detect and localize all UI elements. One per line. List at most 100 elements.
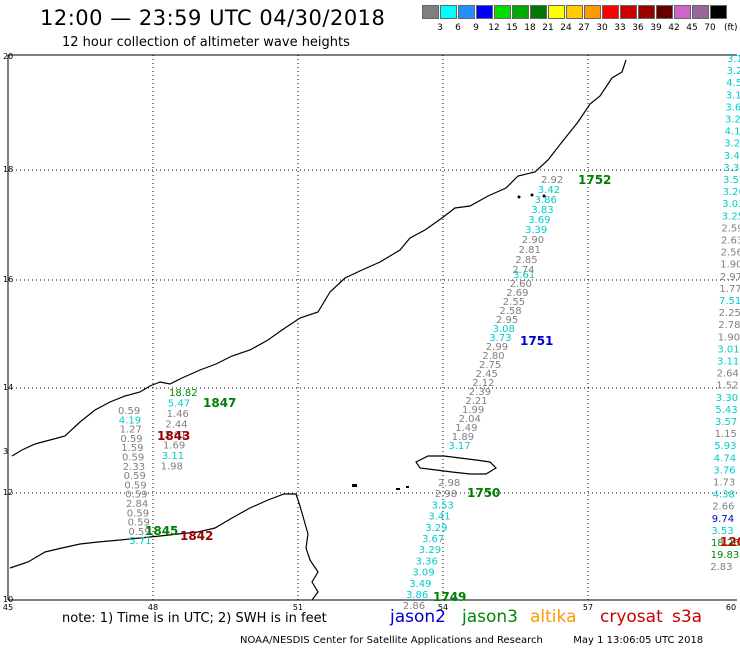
legend-swatch [584,5,601,19]
swh-value: 2.99 [486,342,508,353]
lat-label: 14 [3,383,13,392]
swh-value: 3.30 [716,393,738,404]
legend-label: 6 [455,23,461,33]
legend-label: 42 [668,23,680,33]
swh-value: 2.33 [123,462,145,473]
altimeter-tracks: 2.923.423.863.833.693.392.902.812.852.74… [118,54,740,612]
map-subtitle: 12 hour collection of altimeter wave hei… [62,35,350,50]
swh-value: 3.67 [422,534,444,545]
swh-value: 3.2 [724,139,740,150]
swh-value: 3.73 [489,333,511,344]
map-title: 12:00 — 23:59 UTC 04/30/2018 [40,6,386,30]
swh-value: 2.58 [499,306,521,317]
swh-value: 1.27 [120,425,142,436]
swh-value: 2.66 [712,502,734,513]
lat-label: 3 [3,447,8,456]
swh-value: 1.73 [713,478,735,489]
swh-value: 4.74 [714,453,736,464]
legend-swatch [530,5,547,19]
legend-label: 3 [437,23,443,33]
swh-value: 2.97 [720,272,740,283]
swh-value: 2.04 [459,414,481,425]
legend-swatch [422,5,439,19]
lat-label: 16 [3,275,13,284]
islet [352,484,357,487]
swh-value: 3.83 [531,205,553,216]
legend-label: 21 [542,23,554,33]
swh-value: 5.47 [168,399,190,410]
legend-swatch [602,5,619,19]
lon-label: 57 [583,603,593,612]
legend-unit: (ft) [724,23,738,33]
swh-value: 1.49 [455,423,477,434]
swh-value: 2.56 [721,248,740,259]
legend-label: 15 [506,23,518,33]
swh-value: 3.76 [713,465,735,476]
swh-value: 4.38 [713,490,735,501]
swh-value: 1.69 [163,441,185,452]
swh-value: 4.19 [119,415,141,426]
swh-value: 5.43 [715,405,737,416]
swh-value: 2.78 [718,320,740,331]
swh-value: 3.53 [432,500,454,511]
legend-label: 36 [632,23,644,33]
swh-value: 3.42 [538,185,560,196]
swh-value: 0.59 [118,406,140,417]
legend-label: 45 [686,23,698,33]
swh-value: 2.60 [510,279,532,290]
swh-value: 3.57 [723,175,740,186]
swh-value: 3.26 [723,187,740,198]
lon-axis-labels: 45 48 51 54 57 60 [3,603,736,612]
swh-value: 2.92 [541,175,563,186]
credit-line: NOAA/NESDIS Center for Satellite Applica… [240,635,703,646]
swh-value: 0.59 [128,518,150,529]
swh-value: 2.80 [482,351,504,362]
swh-value: 2.45 [476,369,498,380]
legend-swatch [494,5,511,19]
swh-value: 2.69 [506,288,528,299]
swh-value: 1.89 [452,432,474,443]
legend-label: 39 [650,23,662,33]
swh-value: 0.59 [124,471,146,482]
legend-label: 30 [596,23,608,33]
satellite-jason2: jason2 [390,607,446,627]
swh-value: 3.41 [428,512,450,523]
swh-value: 2.98 [438,478,460,489]
legend-label: 27 [578,23,590,33]
lon-label: 54 [438,603,448,612]
pass-time-label: 120 [720,535,740,549]
lon-label: 51 [293,603,303,612]
legend-swatch [566,5,583,19]
lat-axis-labels: 20 18 16 14 3 12 10 [3,52,13,604]
swh-value: 3.86 [406,590,428,601]
swh-value: 3.2 [727,66,740,77]
swh-value: 1.77 [719,284,740,295]
grid-lines [8,55,737,600]
swh-value: 2.90 [522,235,544,246]
swh-value: 0.59 [128,527,150,538]
swh-value: 2.21 [465,396,487,407]
swh-value: 3.2 [725,115,740,126]
swh-value: 2.85 [515,255,537,266]
swh-value: 2.39 [469,387,491,398]
island-socotra [415,455,497,475]
coastline-somalia [9,493,319,601]
swh-value: 0.59 [124,480,146,491]
legend-swatch [440,5,457,19]
swh-value: 2.83 [710,562,732,573]
footer-note: note: 1) Time is in UTC; 2) SWH is in fe… [62,611,327,626]
lat-label: 12 [3,488,13,497]
swh-value: 1.99 [462,405,484,416]
swh-value: 0.59 [127,508,149,519]
satellite-altika: altika [530,607,577,627]
pass-time-label: 1843 [157,429,190,443]
legend-swatch [674,5,691,19]
swh-value: 1.52 [716,381,738,392]
swh-value: 2.84 [126,499,148,510]
pass-time-label: 1752 [578,173,611,187]
lon-label: 48 [148,603,158,612]
swh-value: 18.82 [169,388,198,399]
swh-value: 3.36 [416,556,438,567]
pass-time-label: 1751 [520,334,553,348]
swh-value: 2.81 [519,245,541,256]
